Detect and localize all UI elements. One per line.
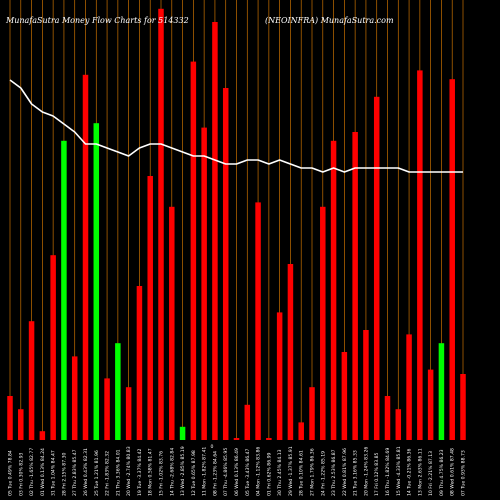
x-tick-label: 29 Wed -1.37% 85.91 — [288, 446, 294, 496]
bar — [341, 352, 348, 440]
x-tick-label: 11 Mon -1.82% 87.41 — [202, 447, 208, 496]
bar — [82, 74, 89, 441]
x-tick-label: 04 Mon -1.12% 83.86 — [256, 447, 262, 496]
bar — [406, 334, 412, 440]
bar — [287, 264, 294, 440]
x-tick-label: 05 Tue -3.43% 86.47 — [245, 448, 251, 496]
bar — [449, 79, 455, 440]
bar — [61, 140, 67, 441]
bar — [115, 343, 121, 440]
x-tick-label: 18 Mon 0.58% 81.47 — [148, 448, 154, 496]
x-tick-label: 09 Thu 4.75% 86.23 — [439, 449, 445, 496]
bar — [201, 127, 207, 440]
x-tick-label: 25 Tue 1.21% 81.96 — [94, 450, 100, 496]
x-tick-label: 15 Wed -4.33% 85.81 — [396, 446, 402, 496]
chart-title-right: (NEOINFRA) MunafaSutra.com — [265, 16, 394, 25]
x-tick-label: 13 Mon 2.63% 86.11 — [417, 448, 423, 496]
x-tick-label: 22 Fri -1.83% 82.32 — [105, 451, 111, 496]
x-tick-label: 22 Wed 0.81% 87.96 — [342, 448, 348, 496]
x-tick-label: 07 Tue 0.93% 88.73 — [461, 450, 467, 496]
bar — [7, 396, 13, 440]
bar — [18, 409, 24, 440]
x-tick-label: 14 Thu -2.68% 82.84 — [169, 448, 175, 496]
bar — [309, 387, 315, 440]
bar — [179, 426, 186, 440]
bar — [438, 343, 445, 440]
bar — [373, 96, 380, 441]
x-tick-label: 21 Thu 3.36% 84.01 — [115, 449, 121, 496]
bar — [427, 369, 434, 440]
bar — [417, 70, 423, 441]
axis-zero-marker: 0 — [211, 444, 214, 450]
bar — [233, 438, 240, 440]
x-tick-label: 27 Mon 1.79% 86.36 — [310, 448, 316, 496]
x-tick-label: 10 Fri -2.21% 87.13 — [428, 451, 434, 496]
x-tick-label: 06 Wed 0.13% 86.49 — [234, 448, 240, 496]
bar — [93, 123, 100, 440]
x-tick-label: 17 Fri 0.12% 83.85 — [374, 452, 380, 496]
bar — [222, 88, 229, 440]
x-tick-label: 27 Thu 2.83% 85.47 — [72, 449, 78, 496]
x-tick-label: 28 Fri 2.15% 87.30 — [61, 452, 67, 496]
bar — [158, 8, 164, 441]
bar — [190, 61, 197, 440]
money-flow-line — [9, 79, 463, 173]
x-tick-label: 20 Wed -2.74% 80.83 — [126, 446, 132, 496]
x-tick-labels: 05 Tue 0.49% 78.84 03 Fri 0.30% 82.93 02 T… — [8, 446, 467, 496]
chart-title-left: MunafaSutra Money Flow Charts for 514332 — [5, 16, 189, 25]
bar — [395, 409, 402, 440]
bar — [244, 404, 251, 440]
bar — [39, 431, 46, 440]
x-tick-label: 20 Mon -1.24% 83.26 — [363, 447, 369, 496]
bar — [460, 374, 466, 440]
bar — [125, 387, 132, 440]
x-tick-label: 16 Thu -1.82% 84.69 — [385, 448, 391, 496]
bar — [147, 176, 153, 440]
bar — [352, 132, 358, 440]
x-tick-label: 08 Wed 0.61% 87.48 — [450, 448, 456, 496]
bar — [71, 356, 78, 440]
bar — [320, 206, 326, 440]
bar — [298, 422, 304, 440]
x-tick-label: 30 Thu 2.45% 84.13 — [277, 449, 283, 496]
bar — [276, 312, 283, 440]
bar — [104, 378, 110, 440]
x-tick-label: 26 Wed 0.43% 82.31 — [83, 448, 89, 496]
x-tick-label: 12 Tue 0.65% 87.98 — [191, 450, 197, 496]
bar — [266, 438, 272, 440]
bar — [50, 255, 56, 440]
bar — [28, 321, 35, 440]
x-tick-label: 13 Wed -2.85% 85.19 — [180, 446, 186, 496]
bar — [363, 330, 369, 440]
x-tick-label: 21 Tue 3.16% 85.33 — [353, 450, 359, 496]
bar — [212, 22, 218, 440]
x-tick-label: 01 Wed 0.13% 84.24 — [40, 448, 46, 496]
x-tick-label: 01 Fri 0.62% 86.99 — [266, 452, 272, 496]
x-tick-label: 03 Fri 0.30% 82.93 — [18, 452, 24, 496]
x-tick-label: 07 Thu -4.86% 85.95 — [223, 448, 229, 496]
x-tick-label: 08 Fri -1.23% 84.64 — [212, 451, 218, 496]
x-tick-label: 28 Tue 0.10% 84.61 — [299, 450, 305, 496]
x-tick-label: 14 Tue -0.21% 86.36 — [407, 448, 413, 496]
x-tick-label: 19 Tue -3.37% 84.42 — [137, 448, 143, 496]
bar — [330, 140, 337, 441]
x-tick-label: 02 Thu -1.65% 82.77 — [29, 448, 35, 496]
x-tick-label: 24 Fri -1.22% 85.19 — [320, 451, 326, 496]
bar — [169, 206, 175, 440]
x-tick-label: 31 Tue 1.04% 84.47 — [51, 450, 57, 496]
bar — [136, 286, 143, 440]
x-tick-label: 15 Fri -1.02% 83.76 — [159, 451, 165, 496]
bar — [255, 202, 261, 440]
bars — [7, 8, 466, 441]
x-tick-label: 05 Tue 0.49% 78.84 — [8, 450, 14, 496]
x-tick-label: 23 Thu 2.53% 86.87 — [331, 449, 337, 496]
bar — [384, 396, 391, 440]
